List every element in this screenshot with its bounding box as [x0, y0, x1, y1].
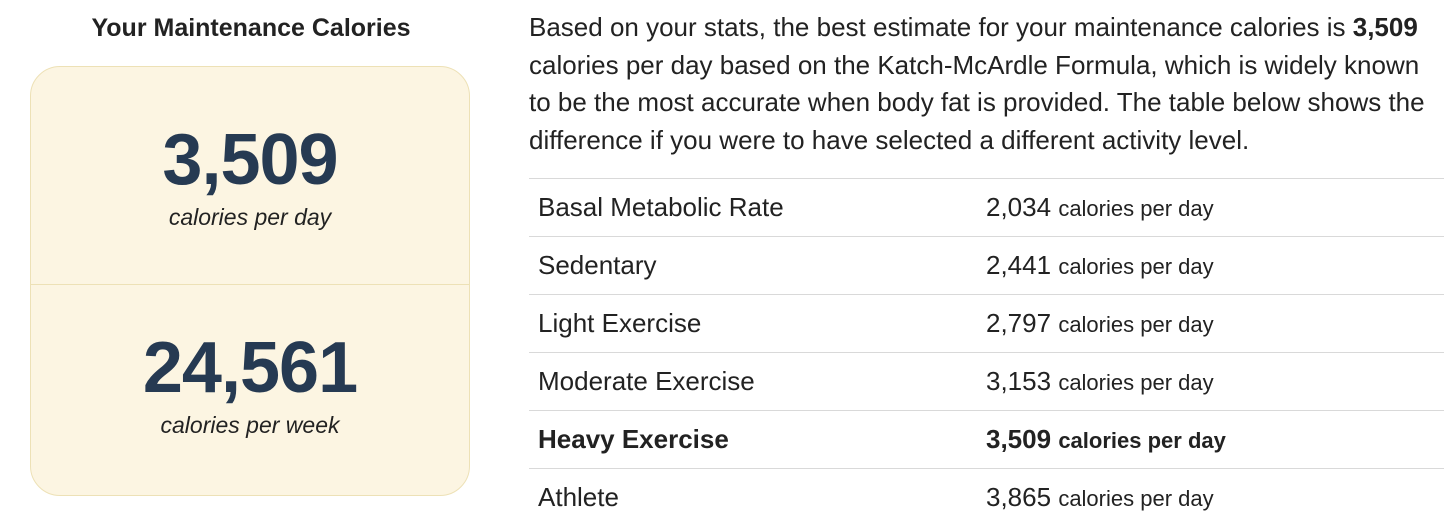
- summary-card: 3,509 calories per day 24,561 calories p…: [30, 66, 470, 496]
- calorie-unit: calories per day: [1058, 428, 1226, 453]
- calorie-unit: calories per day: [1058, 370, 1214, 395]
- intro-text-start: Based on your stats, the best estimate f…: [529, 12, 1353, 42]
- daily-calories-value: 3,509: [162, 120, 338, 200]
- calorie-number: 3,509: [986, 424, 1052, 454]
- calorie-number: 2,034: [986, 192, 1052, 222]
- weekly-calories-section: 24,561 calories per week: [31, 286, 469, 496]
- card-divider: [31, 284, 469, 285]
- activity-label: Basal Metabolic Rate: [538, 192, 784, 222]
- weekly-calories-value: 24,561: [142, 328, 358, 408]
- intro-text-end: calories per day based on the Katch-McAr…: [529, 49, 1425, 155]
- activity-label: Heavy Exercise: [538, 424, 729, 454]
- activity-label: Moderate Exercise: [538, 366, 755, 396]
- calorie-number: 3,153: [986, 366, 1052, 396]
- calorie-unit: calories per day: [1058, 196, 1214, 221]
- activity-calories: 2,797 calories per day: [986, 295, 1214, 353]
- activity-calories: 2,034 calories per day: [986, 179, 1214, 237]
- table-row: Athlete 3,865 calories per day: [529, 469, 1444, 526]
- table-row: Basal Metabolic Rate 2,034 calories per …: [529, 179, 1444, 237]
- activity-calories: 3,153 calories per day: [986, 353, 1214, 411]
- calorie-number: 3,865: [986, 482, 1052, 512]
- table-row: Sedentary 2,441 calories per day: [529, 237, 1444, 295]
- daily-calories-unit: calories per day: [168, 204, 332, 230]
- activity-label: Athlete: [538, 482, 619, 512]
- calorie-number: 2,797: [986, 308, 1052, 338]
- table-row: Moderate Exercise 3,153 calories per day: [529, 353, 1444, 411]
- activity-label: Sedentary: [538, 250, 657, 280]
- activity-level-table: Basal Metabolic Rate 2,034 calories per …: [529, 178, 1444, 526]
- table-row: Light Exercise 2,797 calories per day: [529, 295, 1444, 353]
- calorie-unit: calories per day: [1058, 312, 1214, 337]
- weekly-calories-unit: calories per week: [160, 412, 340, 438]
- intro-paragraph: Based on your stats, the best estimate f…: [529, 9, 1444, 159]
- table-row-selected: Heavy Exercise 3,509 calories per day: [529, 411, 1444, 469]
- calorie-unit: calories per day: [1058, 254, 1214, 279]
- activity-calories: 2,441 calories per day: [986, 237, 1214, 295]
- activity-calories: 3,509 calories per day: [986, 411, 1226, 469]
- activity-label: Light Exercise: [538, 308, 702, 338]
- summary-title: Your Maintenance Calories: [91, 14, 411, 42]
- calorie-number: 2,441: [986, 250, 1052, 280]
- intro-highlight-value: 3,509: [1352, 12, 1418, 42]
- calorie-unit: calories per day: [1058, 486, 1214, 511]
- daily-calories-section: 3,509 calories per day: [31, 67, 469, 285]
- activity-calories: 3,865 calories per day: [986, 469, 1214, 527]
